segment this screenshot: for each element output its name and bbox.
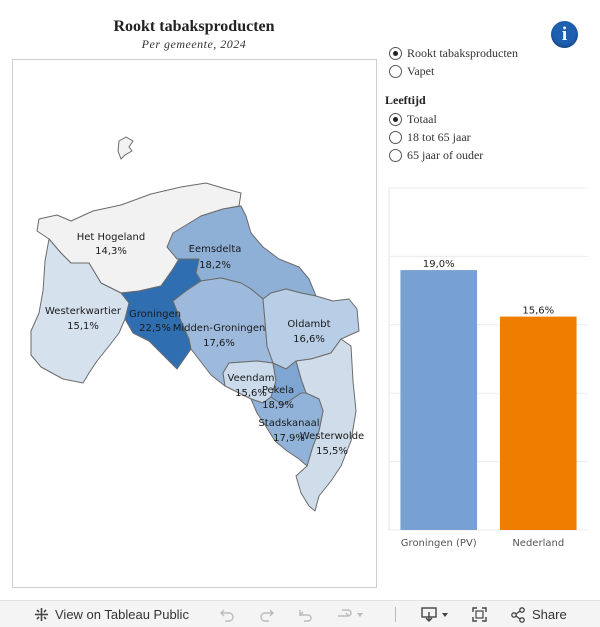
age-filter-title: Leeftijd bbox=[385, 93, 426, 107]
category-label: Nederland bbox=[512, 538, 564, 549]
view-on-tableau-label: View on Tableau Public bbox=[55, 607, 189, 622]
view-on-tableau-button[interactable]: View on Tableau Public bbox=[34, 601, 189, 627]
map-label-oldambt-value: 16,6% bbox=[293, 334, 325, 345]
map-label-veendam-name: Veendam bbox=[228, 373, 275, 384]
chart-title: Rookt tabaksproducten bbox=[113, 18, 275, 35]
info-icon[interactable]: i bbox=[551, 21, 578, 48]
download-icon bbox=[421, 607, 448, 622]
map-label-westerkwartier-name: Westerkwartier bbox=[45, 306, 122, 317]
revert-icon bbox=[299, 610, 312, 622]
refresh-icon bbox=[338, 609, 363, 617]
redo-icon bbox=[260, 609, 274, 622]
radio-rookt-tabaksproducten[interactable]: Rookt tabaksproducten bbox=[389, 45, 518, 61]
undo-icon bbox=[220, 609, 234, 622]
undo-button[interactable] bbox=[219, 601, 235, 627]
map-panel: Het Hogeland 14,3% Eemsdelta 18,2% Weste… bbox=[12, 59, 377, 588]
radio-label: 65 jaar of ouder bbox=[407, 147, 484, 162]
map-region-pekela[interactable] bbox=[270, 360, 307, 406]
map-label-midden-groningen-name: Midden-Groningen bbox=[173, 323, 266, 334]
map-label-stadskanaal-value: 17,9% bbox=[273, 433, 305, 444]
radio-totaal[interactable]: Totaal bbox=[389, 111, 437, 127]
bar-value-label: 15,6% bbox=[522, 306, 554, 317]
map-region-oldambt[interactable] bbox=[262, 288, 360, 370]
radio-circle-icon bbox=[389, 112, 402, 126]
radio-circle-icon bbox=[389, 148, 402, 162]
fullscreen-icon bbox=[472, 607, 487, 622]
fullscreen-button[interactable] bbox=[472, 601, 487, 627]
radio-circle-icon bbox=[389, 46, 402, 60]
map-region-westerkwartier[interactable] bbox=[30, 238, 130, 384]
tableau-logo-icon bbox=[35, 608, 48, 621]
bar[interactable] bbox=[499, 316, 577, 530]
radio-circle-icon bbox=[389, 130, 402, 144]
radio-label: Totaal bbox=[407, 111, 437, 126]
map-label-eemsdelta-value: 18,2% bbox=[199, 260, 231, 271]
map-labels: Het Hogeland 14,3% Eemsdelta 18,2% Weste… bbox=[45, 232, 364, 457]
bar-value-label: 19,0% bbox=[423, 259, 455, 270]
revert-button[interactable] bbox=[298, 601, 314, 627]
map-label-westerwolde-value: 15,5% bbox=[316, 446, 348, 457]
radio-65-of-ouder[interactable]: 65 jaar of ouder bbox=[389, 147, 483, 163]
map-label-oldambt-name: Oldambt bbox=[287, 319, 330, 330]
tableau-toolbar: View on Tableau Public bbox=[0, 600, 600, 627]
map-label-het-hogeland-name: Het Hogeland bbox=[77, 232, 146, 243]
map-label-pekela-value: 18,9% bbox=[262, 400, 294, 411]
chart-subtitle: Per gemeente, 2024 bbox=[141, 37, 247, 51]
redo-button[interactable] bbox=[259, 601, 275, 627]
map-label-pekela-name: Pekela bbox=[262, 385, 294, 396]
radio-vapet[interactable]: Vapet bbox=[389, 63, 434, 79]
download-button[interactable] bbox=[421, 601, 451, 627]
map-label-westerkwartier-value: 15,1% bbox=[67, 321, 99, 332]
map-label-eemsdelta-name: Eemsdelta bbox=[189, 244, 242, 255]
map-label-groningen-name: Groningen bbox=[129, 309, 181, 320]
map-label-veendam-value: 15,6% bbox=[235, 388, 267, 399]
refresh-button[interactable] bbox=[336, 601, 364, 627]
map-label-midden-groningen-value: 17,6% bbox=[203, 338, 235, 349]
share-button[interactable]: Share bbox=[510, 601, 567, 627]
share-icon bbox=[511, 606, 525, 623]
map-label-groningen-value: 22,5% bbox=[139, 323, 171, 334]
radio-label: Vapet bbox=[407, 63, 435, 78]
category-label: Groningen (PV) bbox=[401, 538, 477, 549]
toolbar-divider bbox=[395, 607, 396, 622]
radio-18-tot-65[interactable]: 18 tot 65 jaar bbox=[389, 129, 471, 145]
radio-label: 18 tot 65 jaar bbox=[407, 129, 471, 144]
province-map: Het Hogeland 14,3% Eemsdelta 18,2% Weste… bbox=[30, 136, 364, 512]
map-label-het-hogeland-value: 14,3% bbox=[95, 246, 127, 257]
map-label-westerwolde-name: Westerwolde bbox=[300, 431, 364, 442]
radio-label: Rookt tabaksproducten bbox=[407, 45, 518, 60]
share-label: Share bbox=[532, 607, 567, 622]
map-island bbox=[117, 136, 134, 160]
bar[interactable] bbox=[400, 270, 478, 530]
map-label-stadskanaal-name: Stadskanaal bbox=[258, 418, 319, 429]
radio-circle-icon bbox=[389, 64, 402, 78]
bar-chart: 19,0% Groningen (PV) 15,6% Nederland bbox=[388, 187, 588, 549]
